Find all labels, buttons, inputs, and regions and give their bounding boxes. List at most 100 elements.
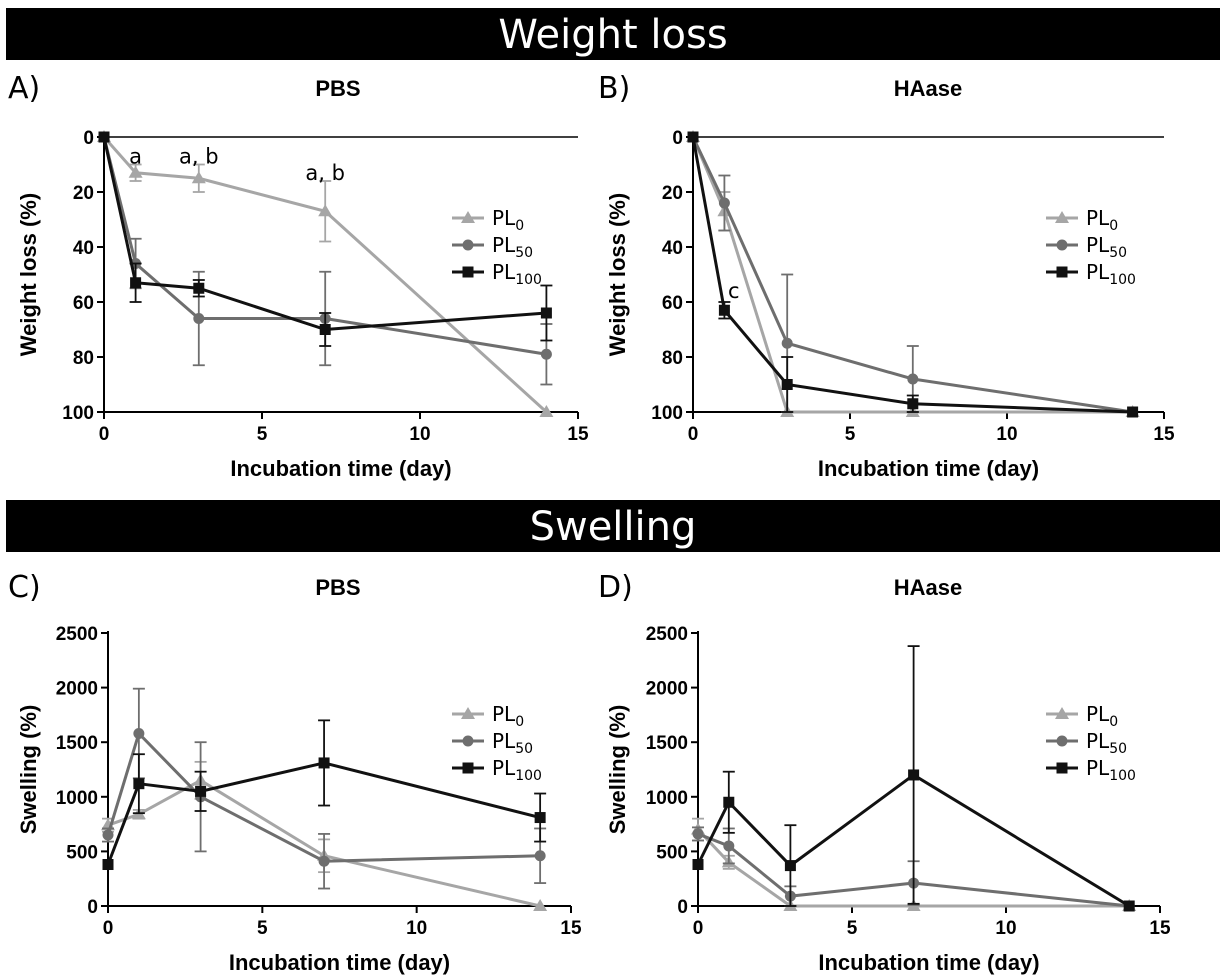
legend-subscript: 0	[515, 218, 524, 234]
significance-annotation: a, b	[305, 161, 345, 185]
legend-subscript: 50	[515, 741, 533, 757]
data-point	[534, 850, 546, 862]
legend-subscript: 100	[515, 768, 542, 784]
legend-entry: PL0	[452, 702, 524, 730]
legend-label: PL100	[1086, 756, 1136, 784]
panel-letter: C)	[8, 570, 41, 605]
y-tick-label: 0	[672, 128, 683, 149]
series-PL50	[687, 131, 1139, 418]
x-tick-label: 15	[567, 424, 589, 445]
legend-label: PL100	[492, 756, 542, 784]
x-axis-label: Incubation time (day)	[229, 950, 450, 975]
y-tick-label: 0	[87, 897, 98, 918]
swelling-banner-text: Swelling	[530, 504, 697, 550]
legend-subscript: 0	[1109, 218, 1118, 234]
data-point	[692, 859, 704, 871]
significance-annotation: a	[129, 144, 142, 168]
legend-subscript: 50	[515, 245, 533, 261]
data-point	[533, 899, 548, 911]
y-axis-label: Weight loss (%)	[16, 193, 41, 356]
data-point	[133, 727, 145, 739]
legend-marker	[461, 211, 475, 223]
data-point	[133, 778, 145, 790]
y-tick-label: 1000	[646, 788, 688, 809]
y-tick-label: 1000	[56, 788, 98, 809]
y-tick-label: 2000	[56, 679, 98, 700]
chart-panel-0: A) PBS 0 5 10 15 0 20 40 60 80 100 Incubation time (…	[8, 71, 589, 481]
legend-marker	[461, 707, 475, 719]
x-axis-label: Incubation time (day)	[230, 456, 451, 481]
legend-entry: PL100	[452, 756, 542, 784]
y-axis-label: Swelling (%)	[605, 705, 630, 835]
swelling-banner	[6, 500, 1220, 552]
legend-marker	[1056, 735, 1068, 747]
legend-entry: PL100	[1046, 756, 1136, 784]
data-point	[718, 197, 730, 209]
y-tick-label: 20	[662, 183, 683, 204]
data-point	[195, 785, 207, 797]
y-tick-label: 1500	[56, 733, 98, 754]
x-tick-label: 5	[845, 424, 856, 445]
y-tick-label: 100	[651, 403, 683, 424]
significance-annotation: c	[728, 279, 740, 303]
legend-subscript: 50	[1109, 741, 1127, 757]
data-point	[1127, 406, 1139, 418]
series-PL100	[692, 645, 1135, 912]
data-point	[781, 337, 793, 349]
data-point	[193, 313, 205, 324]
x-tick-label: 10	[995, 918, 1016, 939]
legend-marker	[462, 239, 474, 251]
legend-entry: PL100	[1046, 260, 1136, 288]
legend-label: PL50	[492, 729, 533, 757]
data-point	[718, 304, 730, 316]
legend-marker	[1056, 762, 1068, 774]
series-PL100	[98, 131, 553, 347]
legend-entry: PL100	[452, 260, 542, 288]
weight-loss-banner-text: Weight loss	[498, 12, 727, 58]
legend-subscript: 100	[1109, 272, 1136, 288]
data-point	[908, 769, 920, 781]
legend-label: PL50	[1086, 233, 1127, 261]
y-tick-label: 20	[73, 183, 94, 204]
y-tick-label: 80	[73, 348, 94, 369]
panel-title: PBS	[315, 76, 360, 101]
legend-marker	[1055, 211, 1069, 223]
data-point	[102, 859, 114, 871]
legend-label: PL100	[492, 260, 542, 288]
y-tick-label: 100	[62, 403, 94, 424]
panel-letter: D)	[598, 570, 633, 605]
legend-label: PL0	[492, 702, 524, 730]
y-axis-label: Weight loss (%)	[605, 193, 630, 356]
x-tick-label: 10	[406, 918, 427, 939]
legend-entry: PL50	[1046, 729, 1127, 757]
data-point	[692, 828, 704, 840]
legend-subscript: 100	[515, 272, 542, 288]
legend-subscript: 0	[515, 714, 524, 730]
y-tick-label: 80	[662, 348, 683, 369]
legend-label: PL100	[1086, 260, 1136, 288]
legend-marker	[1055, 707, 1069, 719]
legend-entry: PL0	[1046, 702, 1118, 730]
legend-label: PL0	[1086, 206, 1118, 234]
x-tick-label: 5	[257, 424, 268, 445]
y-tick-label: 2500	[56, 624, 98, 645]
legend-label: PL50	[1086, 729, 1127, 757]
y-axis-label: Swelling (%)	[16, 705, 41, 835]
x-tick-label: 10	[409, 424, 430, 445]
data-point	[318, 855, 330, 867]
y-tick-label: 2500	[646, 624, 688, 645]
data-point	[319, 324, 331, 335]
y-tick-label: 60	[73, 293, 94, 314]
panel-letter: A)	[8, 71, 40, 106]
data-point	[907, 373, 919, 385]
panel-title: HAase	[894, 76, 962, 101]
legend-subscript: 100	[1109, 768, 1136, 784]
x-tick-label: 0	[693, 918, 704, 939]
legend-entry: PL0	[1046, 206, 1118, 234]
data-point	[128, 165, 143, 178]
y-tick-label: 0	[677, 897, 688, 918]
legend-label: PL0	[492, 206, 524, 234]
legend-marker	[462, 762, 474, 774]
data-point	[687, 131, 699, 143]
